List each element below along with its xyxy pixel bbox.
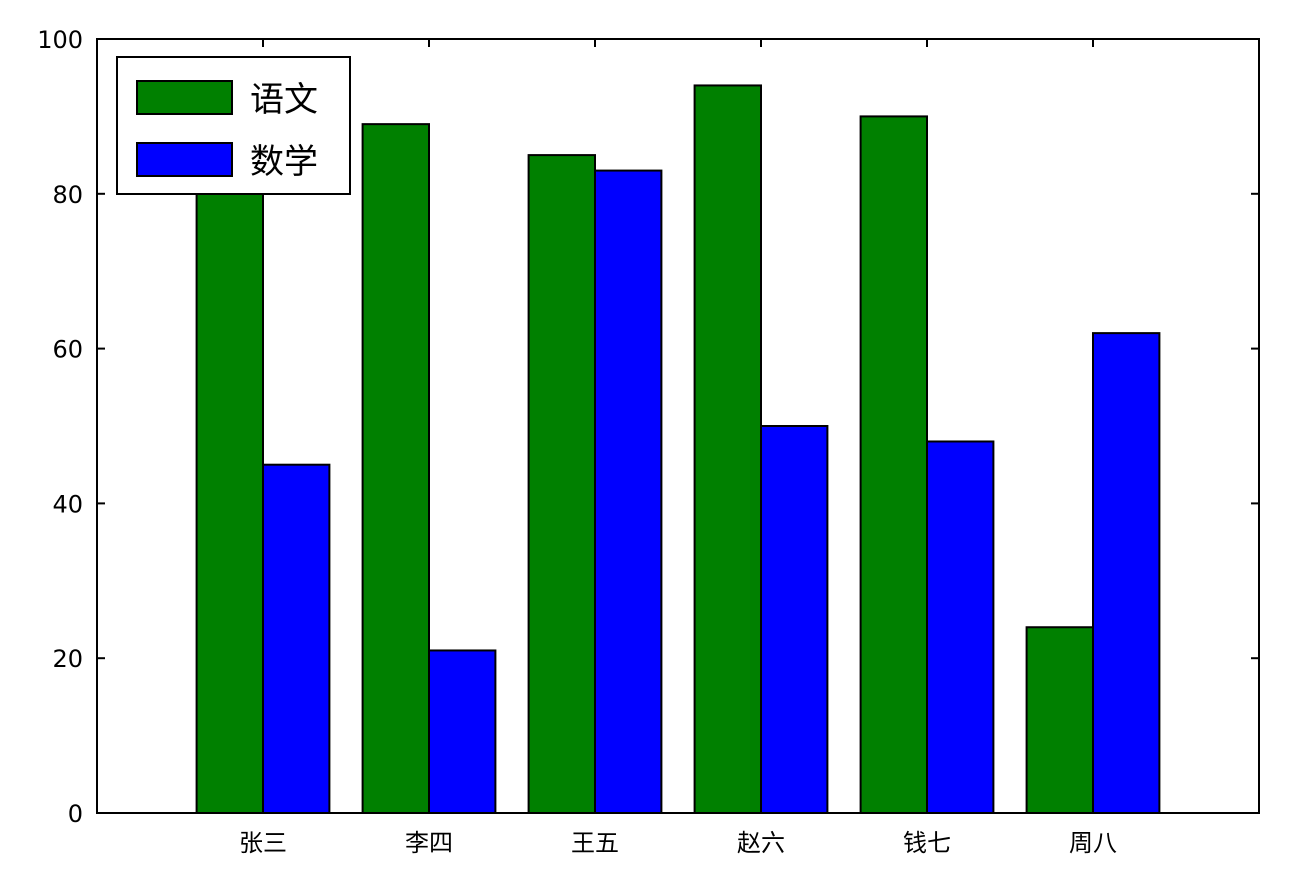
plot-frame <box>96 38 1260 814</box>
bars-group <box>195 84 1161 815</box>
y-tick-label: 60 <box>52 336 83 364</box>
bar-math-3 <box>760 425 829 814</box>
bar-math-0 <box>262 463 331 814</box>
bar-math-5 <box>1092 332 1161 814</box>
y-tick-label: 40 <box>52 490 83 518</box>
bar-chinese-3 <box>693 84 762 814</box>
bar-math-1 <box>428 649 497 815</box>
legend-label: 数学 <box>250 142 318 182</box>
x-tick-label: 赵六 <box>737 829 785 857</box>
x-tick-label: 周八 <box>1069 829 1117 857</box>
y-tick-label: 0 <box>68 800 83 828</box>
x-tick-label: 张三 <box>239 829 287 857</box>
bar-chinese-0 <box>195 192 265 815</box>
x-tick-label: 钱七 <box>903 829 951 857</box>
y-tick-label: 20 <box>52 645 83 673</box>
bar-chinese-5 <box>1025 626 1094 814</box>
bar-math-4 <box>926 440 995 814</box>
bar-math-2 <box>594 169 663 814</box>
x-tick-label: 王五 <box>571 829 619 857</box>
x-tick-label: 李四 <box>405 829 453 857</box>
bar-chinese-1 <box>361 123 431 814</box>
y-tick-label: 80 <box>52 181 83 209</box>
legend-swatch <box>136 142 233 177</box>
legend-swatch <box>136 80 233 115</box>
bar-chinese-2 <box>527 154 596 815</box>
bar-chinese-4 <box>859 115 928 814</box>
legend-label: 语文 <box>250 80 318 120</box>
y-tick-label: 100 <box>37 26 83 54</box>
axes-group: 0 20 40 60 80 100 张三 李四 王五 赵六 钱七 周八 <box>37 26 1260 857</box>
